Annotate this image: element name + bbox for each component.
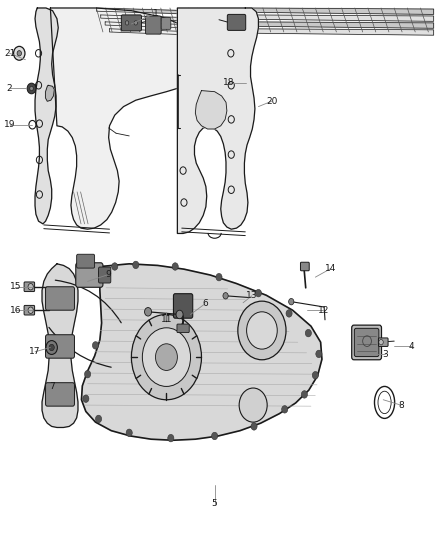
Circle shape bbox=[17, 51, 21, 56]
Text: 1: 1 bbox=[152, 9, 159, 18]
Circle shape bbox=[239, 388, 267, 422]
Polygon shape bbox=[245, 8, 434, 14]
Text: 19: 19 bbox=[4, 120, 15, 129]
Circle shape bbox=[145, 308, 152, 316]
Circle shape bbox=[85, 370, 91, 378]
Circle shape bbox=[27, 83, 36, 94]
Circle shape bbox=[99, 269, 105, 277]
Circle shape bbox=[28, 307, 33, 313]
Text: 6: 6 bbox=[202, 300, 208, 308]
Circle shape bbox=[142, 328, 191, 386]
Polygon shape bbox=[81, 264, 322, 440]
Circle shape bbox=[30, 86, 33, 91]
FancyBboxPatch shape bbox=[99, 267, 111, 283]
Circle shape bbox=[49, 344, 54, 351]
Circle shape bbox=[92, 342, 99, 349]
Polygon shape bbox=[241, 22, 434, 28]
Circle shape bbox=[83, 395, 89, 402]
Circle shape bbox=[255, 289, 261, 297]
Polygon shape bbox=[50, 8, 208, 229]
FancyBboxPatch shape bbox=[177, 324, 189, 333]
Circle shape bbox=[126, 429, 132, 437]
Text: 21: 21 bbox=[4, 49, 15, 58]
FancyBboxPatch shape bbox=[76, 263, 103, 287]
Text: 13: 13 bbox=[246, 292, 258, 300]
Text: 5: 5 bbox=[212, 499, 218, 508]
Text: 15: 15 bbox=[10, 282, 21, 291]
Circle shape bbox=[95, 415, 102, 423]
Text: 18: 18 bbox=[223, 78, 234, 87]
Circle shape bbox=[46, 341, 57, 354]
Circle shape bbox=[312, 372, 318, 379]
FancyBboxPatch shape bbox=[46, 335, 74, 358]
Circle shape bbox=[282, 406, 288, 413]
Polygon shape bbox=[96, 8, 206, 14]
Circle shape bbox=[301, 391, 307, 398]
Polygon shape bbox=[177, 8, 258, 233]
Circle shape bbox=[176, 310, 183, 319]
FancyBboxPatch shape bbox=[46, 383, 74, 406]
Circle shape bbox=[131, 314, 201, 400]
Circle shape bbox=[223, 293, 228, 299]
Circle shape bbox=[305, 329, 311, 337]
FancyBboxPatch shape bbox=[145, 16, 161, 34]
Circle shape bbox=[247, 312, 277, 349]
Circle shape bbox=[125, 21, 129, 25]
Circle shape bbox=[28, 284, 33, 290]
Circle shape bbox=[286, 310, 292, 317]
Circle shape bbox=[172, 263, 178, 270]
Circle shape bbox=[251, 423, 257, 430]
Text: 12: 12 bbox=[318, 306, 329, 314]
Circle shape bbox=[289, 298, 294, 305]
Text: 14: 14 bbox=[325, 264, 336, 273]
FancyBboxPatch shape bbox=[24, 282, 35, 292]
Polygon shape bbox=[243, 15, 434, 21]
Text: 2: 2 bbox=[7, 84, 12, 93]
FancyBboxPatch shape bbox=[354, 328, 379, 357]
FancyBboxPatch shape bbox=[161, 18, 171, 29]
Circle shape bbox=[238, 301, 286, 360]
Text: 9: 9 bbox=[106, 270, 112, 279]
Polygon shape bbox=[239, 29, 434, 35]
Circle shape bbox=[134, 21, 138, 25]
FancyBboxPatch shape bbox=[46, 287, 74, 310]
Polygon shape bbox=[46, 85, 54, 101]
Text: 8: 8 bbox=[398, 401, 404, 409]
FancyBboxPatch shape bbox=[352, 325, 381, 360]
Polygon shape bbox=[42, 264, 78, 427]
Circle shape bbox=[316, 350, 322, 358]
Text: 17: 17 bbox=[29, 348, 41, 356]
Circle shape bbox=[155, 344, 177, 370]
FancyBboxPatch shape bbox=[300, 262, 309, 271]
Text: 11: 11 bbox=[161, 316, 172, 324]
FancyBboxPatch shape bbox=[378, 338, 388, 346]
Circle shape bbox=[216, 273, 222, 281]
Text: 3: 3 bbox=[382, 350, 389, 359]
Circle shape bbox=[379, 340, 383, 345]
Text: 4: 4 bbox=[409, 342, 414, 351]
FancyBboxPatch shape bbox=[173, 294, 193, 318]
Circle shape bbox=[212, 432, 218, 440]
Polygon shape bbox=[105, 22, 201, 28]
Polygon shape bbox=[110, 29, 199, 35]
Circle shape bbox=[112, 263, 118, 270]
FancyBboxPatch shape bbox=[24, 305, 35, 315]
Text: 20: 20 bbox=[266, 97, 277, 106]
Circle shape bbox=[14, 46, 25, 60]
Polygon shape bbox=[101, 15, 204, 21]
Circle shape bbox=[133, 261, 139, 269]
FancyBboxPatch shape bbox=[77, 254, 95, 268]
FancyBboxPatch shape bbox=[227, 14, 246, 30]
Polygon shape bbox=[195, 91, 227, 129]
Text: 7: 7 bbox=[49, 382, 55, 391]
Polygon shape bbox=[35, 8, 58, 224]
FancyBboxPatch shape bbox=[121, 15, 141, 31]
Circle shape bbox=[168, 434, 174, 442]
Text: 16: 16 bbox=[10, 306, 21, 314]
